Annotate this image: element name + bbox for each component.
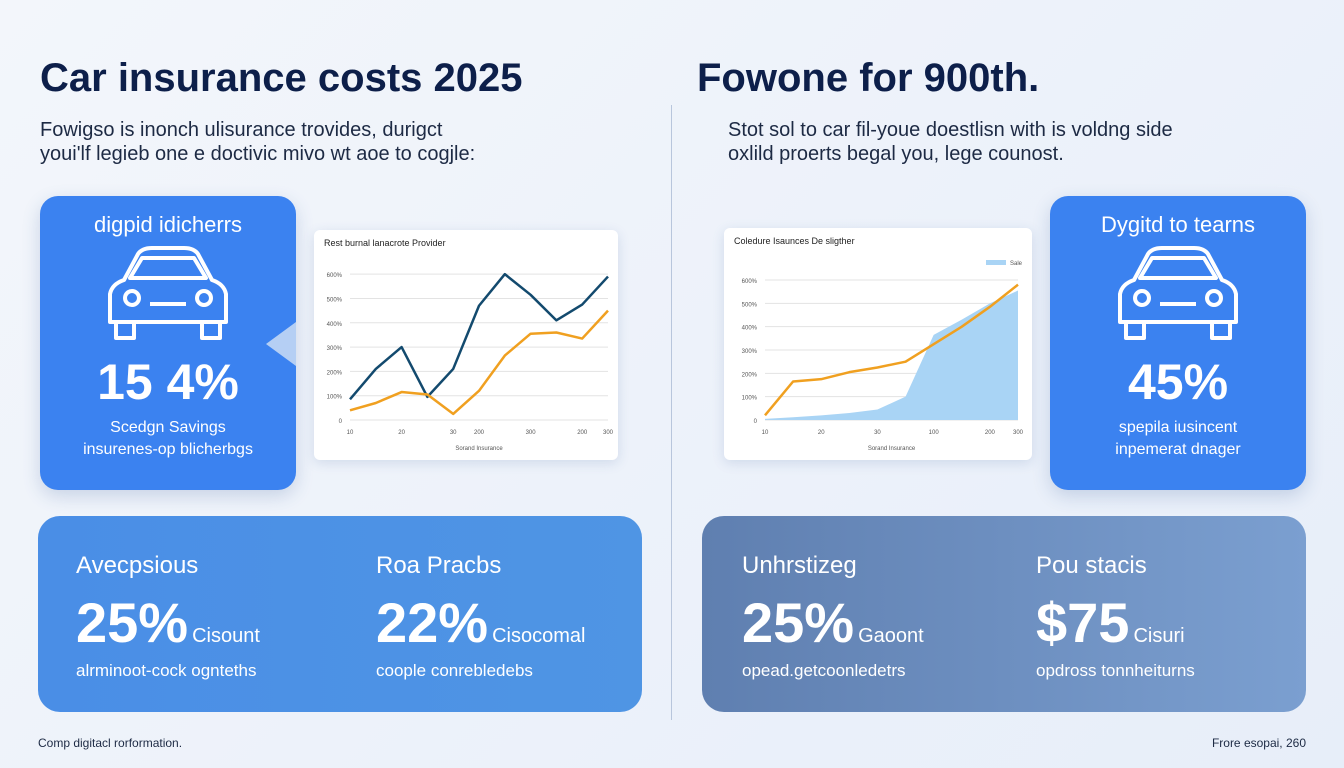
promo-cell: Roa Pracbs 22% Cisocomal coople conrebled… xyxy=(376,552,585,681)
chart-title: Rest burnal lanacrote Provider xyxy=(324,238,446,248)
x-tick-label: 200 xyxy=(474,430,485,436)
x-tick-label: 30 xyxy=(450,430,457,436)
area xyxy=(765,290,1018,420)
title-left: Car insurance costs 2025 xyxy=(40,56,523,100)
y-tick-label: 600% xyxy=(742,279,758,285)
desc-line: oxlild proerts begal you, lege counost. xyxy=(728,143,1064,165)
card-value: 15 4% xyxy=(97,354,239,410)
card-title: digpid idicherrs xyxy=(94,212,242,237)
x-axis-label: Sorand Insurance xyxy=(455,446,503,452)
promo-unit: Cisocomal xyxy=(492,625,586,647)
x-tick-label: 300 xyxy=(603,430,614,436)
footer-right: Frore esopai, 260 xyxy=(1211,736,1306,750)
desc-left: Fowigso is inonch ulisurance trovides, d… xyxy=(40,118,475,166)
x-tick-label: 10 xyxy=(347,430,354,436)
y-tick-label: 0 xyxy=(339,419,343,425)
stat-card: Dygitd to tearns 45% spepila iusincent i… xyxy=(1050,196,1306,490)
promo-title: Pou stacis xyxy=(1036,552,1147,579)
promo-cell: Pou stacis $75 Cisuri opdross tonnheiturn… xyxy=(1036,552,1195,681)
card-line: Scedgn Savings xyxy=(110,419,226,436)
stat-card: digpid idicherrs 15 4% Scedgn Savings in… xyxy=(40,196,296,490)
y-tick-label: 400% xyxy=(742,326,758,332)
x-tick-label: 10 xyxy=(762,430,769,436)
chart-panel: Coledure Isaunces De sligther 0 100% 200% 30… xyxy=(724,228,1032,460)
desc-line: Stot sol to car fil-youe doestlisn with … xyxy=(728,119,1173,141)
y-tick-label: 500% xyxy=(742,302,758,308)
y-tick-label: 200% xyxy=(742,372,758,378)
car-icon xyxy=(1118,246,1238,340)
promo-value: 25% xyxy=(742,591,855,654)
promo-title: Avecpsious xyxy=(76,552,199,579)
y-tick-label: 500% xyxy=(327,297,343,303)
line xyxy=(349,272,609,401)
promo-unit: Cisuri xyxy=(1133,625,1185,647)
x-tick-label: 100 xyxy=(929,430,940,436)
y-tick-label: 400% xyxy=(327,322,343,328)
line xyxy=(349,309,609,416)
promo-value: 22% xyxy=(376,591,489,654)
x-tick-label: 300 xyxy=(526,430,537,436)
desc-line: youi'lf legieb one e doctivic mivo wt ao… xyxy=(40,143,476,165)
y-tick-label: 0 xyxy=(754,419,758,425)
x-tick-label: 30 xyxy=(874,430,881,436)
promo-unit: Gaoont xyxy=(858,625,924,647)
card-value: 45% xyxy=(1127,354,1229,410)
promo-title: Unhrstizeg xyxy=(742,552,857,579)
promo-card: Unhrstizeg 25% Gaoont opead.getcoonledetr… xyxy=(702,516,1306,712)
promo-note: opdross tonnheiturns xyxy=(1036,661,1195,680)
desc-right: Stot sol to car fil-youe doestlisn with … xyxy=(728,118,1173,166)
footer-left: Comp digitacl rorformation. xyxy=(38,736,183,750)
promo-value: $75 xyxy=(1036,591,1130,654)
y-tick-label: 100% xyxy=(742,396,758,402)
promo-unit: Cisount xyxy=(192,625,260,647)
chart: Coledure Isaunces De sligther 0 100% 200% 30… xyxy=(734,236,1024,452)
card-line: inpemerat dnager xyxy=(1115,441,1241,458)
divider xyxy=(671,105,672,720)
title-right: Fowone for 900th. xyxy=(697,56,1040,100)
x-tick-label: 20 xyxy=(398,430,405,436)
promo-cell: Avecpsious 25% Cisount alrminoot-cock ogn… xyxy=(76,552,260,681)
card-line: insurenes-op blicherbgs xyxy=(83,441,253,458)
y-tick-label: 100% xyxy=(327,395,343,401)
card-title: Dygitd to tearns xyxy=(1100,212,1256,237)
promo-card: Avecpsious 25% Cisount alrminoot-cock ogn… xyxy=(38,516,642,712)
pointer xyxy=(266,322,296,366)
x-axis-label: Sorand Insurance xyxy=(868,446,916,452)
legend-swatch xyxy=(986,260,1006,265)
car-icon xyxy=(108,246,228,340)
desc-line: Fowigso is inonch ulisurance trovides, d… xyxy=(40,119,443,141)
promo-note: alrminoot-cock ognteths xyxy=(76,661,257,680)
x-tick-label: 200 xyxy=(577,430,588,436)
promo-note: coople conrebledebs xyxy=(376,661,533,680)
chart: Rest burnal lanacrote Provider 0 100% 200% 3… xyxy=(324,238,614,452)
chart-title: Coledure Isaunces De sligther xyxy=(734,236,855,246)
promo-value: 25% xyxy=(76,591,189,654)
chart-panel: Rest burnal lanacrote Provider 0 100% 200% 3… xyxy=(314,230,618,460)
x-tick-label: 20 xyxy=(818,430,825,436)
y-tick-label: 200% xyxy=(327,370,343,376)
y-tick-label: 600% xyxy=(327,273,343,279)
x-tick-label: 300 xyxy=(1013,430,1024,436)
y-tick-label: 300% xyxy=(742,349,758,355)
legend-label: Sale xyxy=(1010,261,1023,267)
y-tick-label: 300% xyxy=(327,346,343,352)
x-tick-label: 200 xyxy=(985,430,996,436)
card-line: spepila iusincent xyxy=(1118,419,1238,436)
promo-title: Roa Pracbs xyxy=(376,552,502,579)
promo-cell: Unhrstizeg 25% Gaoont opead.getcoonledetr… xyxy=(742,552,924,681)
promo-note: opead.getcoonledetrs xyxy=(742,661,906,680)
line xyxy=(764,283,1019,417)
